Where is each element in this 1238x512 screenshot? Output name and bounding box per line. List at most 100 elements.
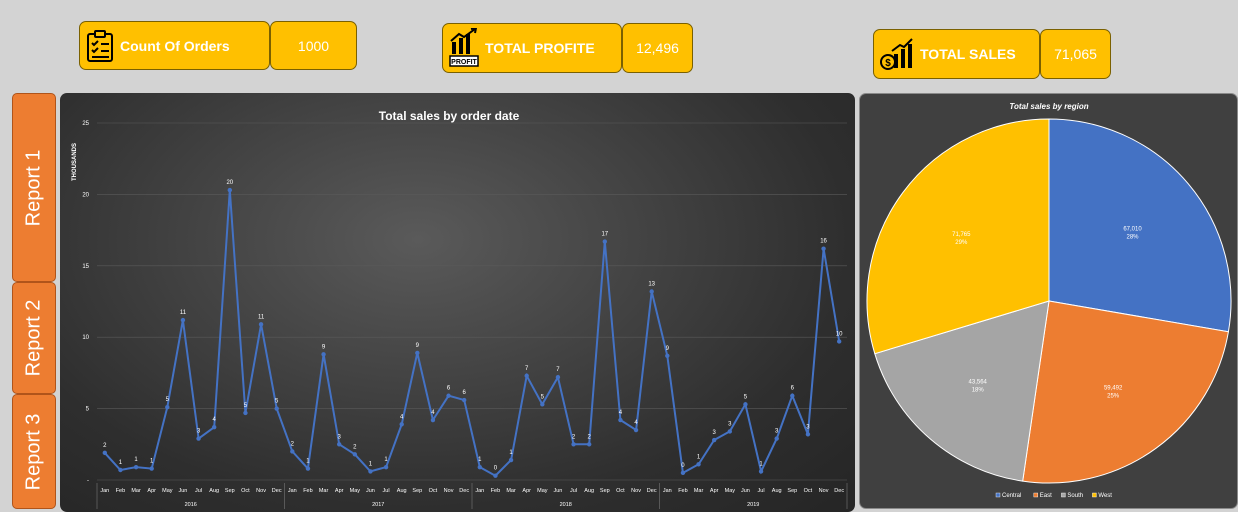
data-point [555,374,561,380]
x-tick-label: Nov [819,488,829,494]
data-label: 2 [291,441,295,447]
x-tick-label: Sep [225,488,235,494]
data-point [368,469,373,474]
data-point [508,457,514,463]
kpi-sales-value-box: 71,065 [1040,29,1111,79]
data-point [774,436,779,441]
x-tick-label: Mar [319,488,329,494]
data-point [243,410,248,416]
data-label: 6 [447,386,451,392]
x-tick-label: Dec [834,488,844,494]
data-point [711,437,717,443]
data-point [227,187,233,193]
data-label: 1 [134,457,138,463]
data-point [446,393,451,398]
x-tick-label: Nov [631,488,641,494]
kpi-sales-value: 71,065 [1054,46,1097,62]
kpi-profit-card: PROFIT TOTAL PROFITE [442,23,622,73]
checklist-icon [87,29,113,62]
pie-value-label: 59,492 [1104,385,1123,391]
x-tick-label: Aug [772,488,782,494]
data-label: 3 [713,430,717,436]
data-point [743,402,748,407]
data-label: 2 [588,434,592,440]
legend-label: East [1040,493,1052,499]
data-point [102,450,108,456]
data-point [618,417,623,423]
x-tick-label: May [162,488,173,494]
pie-pct-label: 28% [1126,235,1139,241]
x-tick-label: Mar [694,488,704,494]
year-label: 2019 [747,502,759,508]
data-point [821,246,826,251]
sales-by-region-chart: Total sales by region 67,010 28% 59,492 25%… [859,93,1238,509]
pie-chart-svg: Total sales by region 67,010 28% 59,492 25%… [866,102,1232,499]
data-point [665,353,670,358]
data-point [461,397,467,403]
data-label: 1 [509,450,513,456]
y-tick-label: 15 [82,264,89,270]
pie-chart-title: Total sales by region [1009,102,1088,111]
data-point [836,339,842,344]
x-tick-label: Jun [366,488,375,494]
data-label: 3 [806,424,810,430]
report-2-label: Report 2 [22,299,45,377]
data-label: 10 [836,331,843,337]
data-label: 5 [541,394,545,400]
x-tick-label: Nov [444,488,454,494]
data-label: 20 [226,180,233,186]
x-tick-label: Apr [522,488,531,494]
year-label: 2016 [185,502,197,508]
data-point [196,436,201,441]
report-1-label: Report 1 [22,149,45,226]
x-tick-label: May [537,488,548,494]
kpi-orders-label: Count Of Orders [120,37,230,54]
pie-slice-south [874,300,1050,482]
data-point [415,350,420,356]
profit-icon-text: PROFIT [451,59,477,66]
data-label: 9 [322,344,326,350]
sales-chart-icon: $ [880,38,913,70]
data-point [149,466,154,471]
x-tick-label: Feb [491,488,500,494]
report-3-button[interactable]: Report 3 [12,394,56,509]
sales-line [104,190,841,477]
x-tick-label: Feb [116,488,125,494]
y-tick-label: 5 [86,407,90,413]
data-point [477,464,483,470]
kpi-profit-value: 12,496 [636,40,679,56]
data-label: 0 [681,463,685,469]
y-tick-label: - [87,478,89,484]
kpi-orders-value-box: 1000 [270,21,357,70]
data-label: 16 [820,239,827,245]
data-point [758,469,764,474]
data-point [805,432,811,437]
data-point [586,442,592,447]
x-tick-label: Oct [429,488,438,494]
data-point [118,467,123,473]
data-point [493,473,498,478]
line-chart-title: Total sales by order date [379,109,520,123]
data-label: 2 [353,444,357,450]
y-axis-label: THOUSANDS [72,143,78,181]
legend-swatch [1092,492,1097,498]
data-point [211,424,217,430]
legend-label: West [1098,493,1112,499]
report-2-button[interactable]: Report 2 [12,282,56,394]
line-chart-svg: Total sales by order date THOUSANDS -510… [72,109,848,509]
x-tick-label: Oct [616,488,625,494]
year-label: 2018 [560,502,572,508]
data-label: 3 [775,429,779,435]
x-tick-label: Sep [600,488,610,494]
data-point [258,322,264,327]
data-label: 5 [275,399,279,405]
data-label: 9 [666,346,670,352]
data-label: 1 [478,457,482,463]
x-tick-label: Jul [758,488,765,494]
kpi-profit-label: TOTAL PROFITE [485,40,595,56]
report-1-button[interactable]: Report 1 [12,93,56,282]
x-tick-label: Aug [397,488,407,494]
x-tick-label: Dec [459,488,469,494]
x-tick-label: Jun [179,488,188,494]
x-tick-label: Sep [787,488,797,494]
